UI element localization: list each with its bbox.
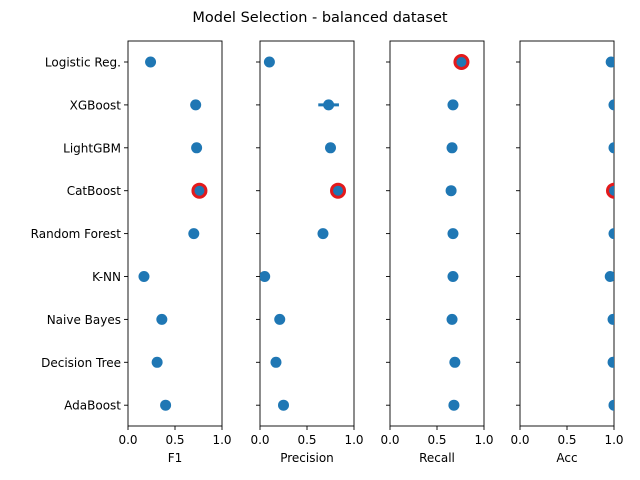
x-tick-label: 0.5: [557, 433, 576, 447]
best-point: [330, 182, 347, 199]
y-tick-label: XGBoost: [70, 98, 122, 112]
y-tick-label: LightGBM: [63, 141, 121, 155]
data-point: [608, 99, 614, 111]
x-tick-label: 0.0: [118, 433, 137, 447]
x-tick-label: 1.0: [604, 433, 623, 447]
data-point: [278, 399, 289, 411]
data-point: [447, 228, 459, 240]
data-point: [447, 271, 459, 282]
y-tick-label: K-NN: [92, 270, 121, 284]
best-point: [606, 182, 614, 199]
axes-frame: [127, 40, 223, 427]
data-point: [446, 142, 458, 154]
panels: Logistic Reg. XGBoost LightGBM CatBoost Rand…: [31, 40, 624, 465]
data-point: [160, 399, 172, 411]
data-point: [449, 356, 461, 368]
x-tick-label: 1.0: [344, 433, 363, 447]
data-point: [188, 228, 200, 240]
best-point: [191, 182, 208, 199]
panel-acc: 0.0 0.5 1.0 Acc: [510, 40, 624, 465]
panel-recall: 0.0 0.5 1.0 Recall: [380, 40, 494, 465]
data-point: [446, 313, 458, 325]
best-point: [453, 54, 470, 70]
x-axis-label: F1: [168, 451, 183, 465]
y-tick-label: Naive Bayes: [47, 313, 121, 327]
plot-area: [604, 56, 614, 411]
data-point: [145, 56, 157, 68]
x-axis-label: Acc: [556, 451, 577, 465]
data-point: [274, 313, 286, 325]
data-point: [270, 356, 282, 368]
x-tick-label: 0.5: [165, 433, 184, 447]
data-point: [317, 228, 329, 240]
y-tick-label: Random Forest: [31, 227, 122, 241]
x-tick-label: 0.0: [510, 433, 529, 447]
x-axis-label: Recall: [419, 451, 455, 465]
data-point: [138, 271, 150, 282]
data-point: [605, 56, 614, 68]
y-tick-label: Logistic Reg.: [45, 56, 121, 70]
data-point: [607, 313, 614, 325]
data-point: [263, 56, 275, 68]
x-tick-label: 1.0: [212, 433, 231, 447]
x-tick-label: 0.0: [250, 433, 269, 447]
x-tick-label: 1.0: [474, 433, 493, 447]
data-point: [191, 142, 203, 154]
data-point: [151, 356, 163, 368]
chart-title: Model Selection - balanced dataset: [192, 10, 447, 26]
x-tick-label: 0.0: [380, 433, 399, 447]
data-point: [448, 399, 460, 411]
axes-frame: [389, 40, 485, 427]
panel-f1: Logistic Reg. XGBoost LightGBM CatBoost Rand…: [31, 40, 232, 465]
y-tick-label: CatBoost: [67, 184, 122, 198]
data-point: [604, 271, 614, 282]
data-point: [608, 142, 614, 154]
data-point: [608, 228, 614, 240]
data-point: [445, 185, 457, 197]
data-point: [190, 99, 202, 111]
plot-area: [138, 56, 208, 411]
data-point: [260, 271, 271, 282]
axes-frame: [519, 40, 615, 427]
data-point: [607, 356, 614, 368]
axes-frame: [259, 40, 355, 427]
x-tick-label: 0.5: [427, 433, 446, 447]
data-point: [323, 99, 335, 111]
data-point: [608, 399, 614, 411]
panel-precision: 0.0 0.5 1.0 Precision: [250, 40, 364, 465]
plot-area: [260, 56, 347, 411]
plot-area: [445, 54, 470, 411]
y-tick-label: AdaBoost: [64, 399, 121, 413]
y-tick-label: Decision Tree: [41, 356, 121, 370]
x-axis-label: Precision: [280, 451, 334, 465]
data-point: [156, 313, 168, 325]
x-tick-label: 0.5: [297, 433, 316, 447]
data-point: [325, 142, 336, 154]
data-point: [447, 99, 459, 111]
